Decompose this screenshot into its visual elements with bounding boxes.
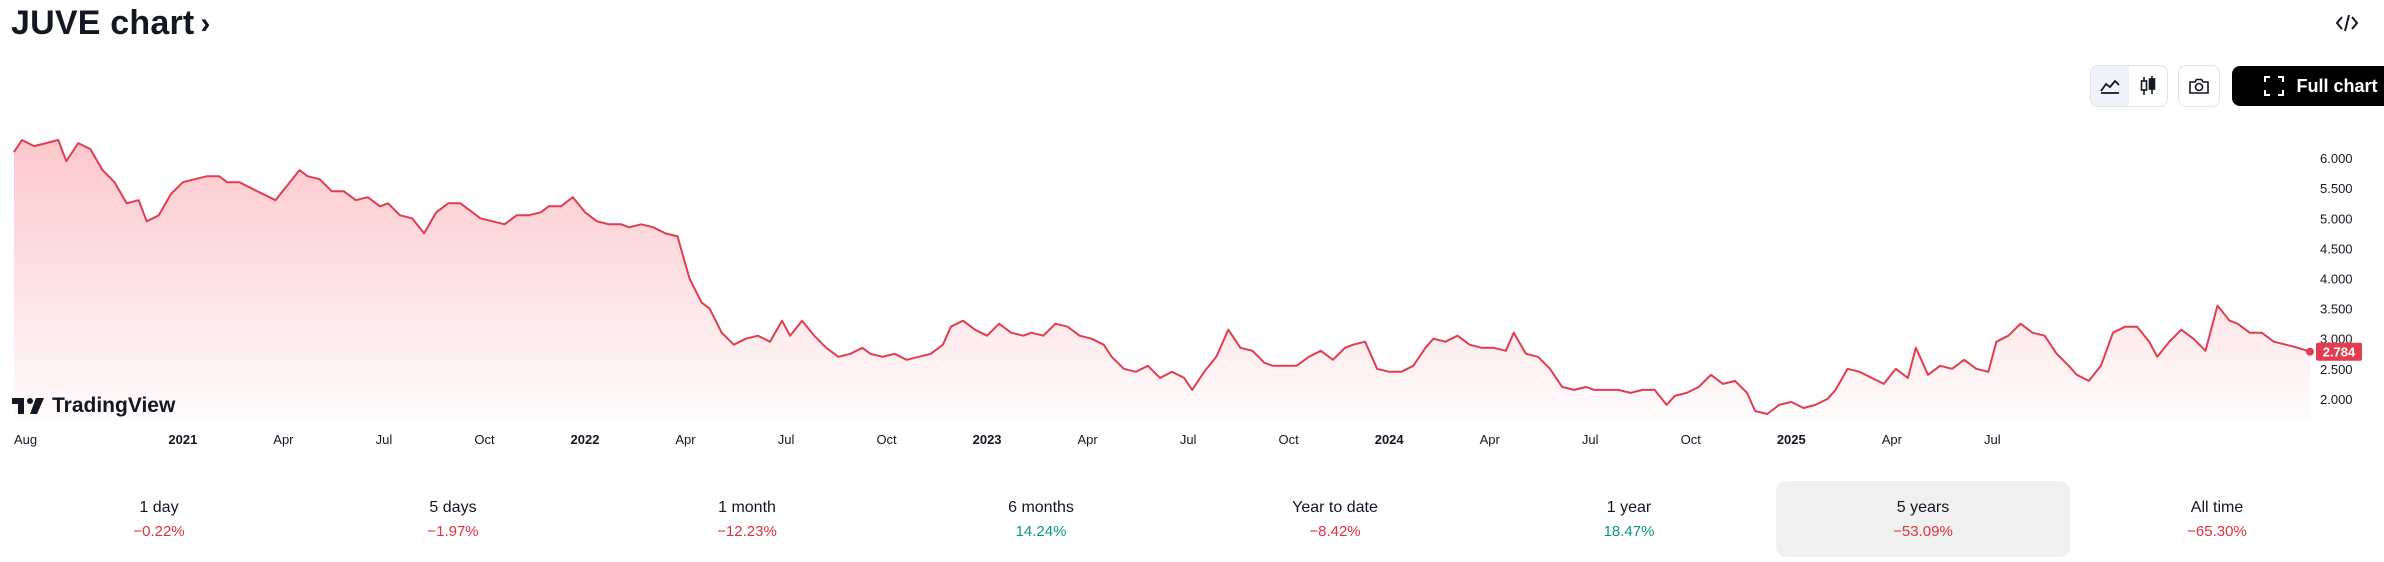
candlestick-icon [2140,76,2156,95]
period-label: 1 year [1606,498,1652,516]
x-axis: Aug 2021 Apr Jul Oct 2022 Apr Jul Oct 2023 Apr Jul O… [14,432,2001,447]
y-tick-label: 6.000 [2320,151,2353,166]
x-tick-label: Aug [14,432,37,447]
x-tick-label: Apr [1480,432,1501,447]
period-tab[interactable]: 1 month −12.23% [600,481,894,557]
x-tick-label: Oct [1681,432,1702,447]
period-tab[interactable]: 1 year 18.47% [1482,481,1776,557]
period-change-value: −65.30% [2187,522,2247,540]
period-label: 5 days [429,498,477,516]
x-tick-label: Apr [675,432,696,447]
y-axis: 6.0005.5005.0004.5004.0003.5003.0002.500… [2320,151,2353,407]
price-series-line [13,139,2311,415]
area-chart-icon [2100,79,2120,94]
y-tick-label: 2.000 [2320,392,2353,407]
period-label: All time [2190,498,2244,516]
last-price-dot [2306,347,2314,356]
candles-style-button[interactable] [2129,66,2167,106]
x-tick-label: Oct [1279,432,1300,447]
tradingview-wordmark: TradingView [52,394,176,417]
last-price-marker: 2.784 [2306,342,2362,361]
x-tick-label: Jul [1984,432,2001,447]
last-price-label: 2.784 [2323,345,2356,360]
period-tab[interactable]: 1 day −0.22% [12,481,306,557]
x-tick-label: 2023 [973,432,1002,447]
x-tick-label: 2025 [1777,432,1806,447]
period-tab[interactable]: All time −65.30% [2070,481,2364,557]
price-chart[interactable]: 6.0005.5005.0004.5004.0003.5003.0002.500… [0,120,2384,455]
period-change-value: −12.23% [717,522,777,540]
full-chart-label: Full chart [2296,75,2378,96]
area-style-button[interactable] [2091,66,2129,106]
period-tab[interactable]: 5 days −1.97% [306,481,600,557]
period-change-value: −1.97% [427,522,479,540]
period-change-value: −53.09% [1893,522,1953,540]
period-tab[interactable]: Year to date −8.42% [1188,481,1482,557]
code-icon [2335,14,2359,32]
period-label: 1 month [718,498,776,516]
y-tick-label: 4.500 [2320,241,2353,256]
period-label: 6 months [1008,498,1074,516]
period-label: 1 day [139,498,179,516]
x-tick-label: Apr [273,432,294,447]
camera-icon [2189,78,2209,94]
x-tick-label: Jul [1582,432,1599,447]
chevron-right-icon: › [200,6,211,40]
period-change-value: −0.22% [133,522,185,540]
y-tick-label: 3.500 [2320,302,2353,317]
period-label: 5 years [1896,498,1950,516]
x-tick-label: 2024 [1375,432,1405,447]
period-change-value: −8.42% [1309,522,1361,540]
x-tick-label: Apr [1882,432,1903,447]
tradingview-watermark[interactable]: TradingView [12,394,176,417]
x-tick-label: Jul [376,432,393,447]
x-tick-label: Jul [1180,432,1197,447]
period-tab[interactable]: 5 years −53.09% [1776,481,2070,557]
y-tick-label: 4.000 [2320,272,2353,287]
chart-toolbar: Full chart [2090,65,2384,107]
fullscreen-icon [2264,76,2285,96]
performance-tabs: 1 day −0.22% 5 days −1.97% 1 month −12.23% 6 m… [12,481,2364,557]
full-chart-button[interactable]: Full chart [2232,66,2384,106]
x-tick-label: 2021 [168,432,197,447]
chart-style-toggle [2090,65,2168,107]
tradingview-logo-icon [12,398,44,414]
y-tick-label: 5.500 [2320,181,2353,196]
price-area-fill [14,140,2310,420]
last-price-badge [2316,342,2362,361]
period-tab[interactable]: 6 months 14.24% [894,481,1188,557]
period-label: Year to date [1292,498,1378,516]
period-change-value: 14.24% [1015,522,1067,540]
x-tick-label: Apr [1077,432,1098,447]
x-tick-label: 2022 [571,432,600,447]
x-tick-label: Oct [474,432,495,447]
y-tick-label: 2.500 [2320,362,2353,377]
chart-title-link[interactable]: JUVE chart › [11,4,211,43]
x-tick-label: Jul [778,432,795,447]
x-tick-label: Oct [876,432,897,447]
embed-code-button[interactable] [2332,10,2362,36]
period-change-value: 18.47% [1603,522,1655,540]
snapshot-button[interactable] [2178,65,2220,107]
page-title: JUVE chart [11,4,195,42]
y-tick-label: 5.000 [2320,211,2353,226]
